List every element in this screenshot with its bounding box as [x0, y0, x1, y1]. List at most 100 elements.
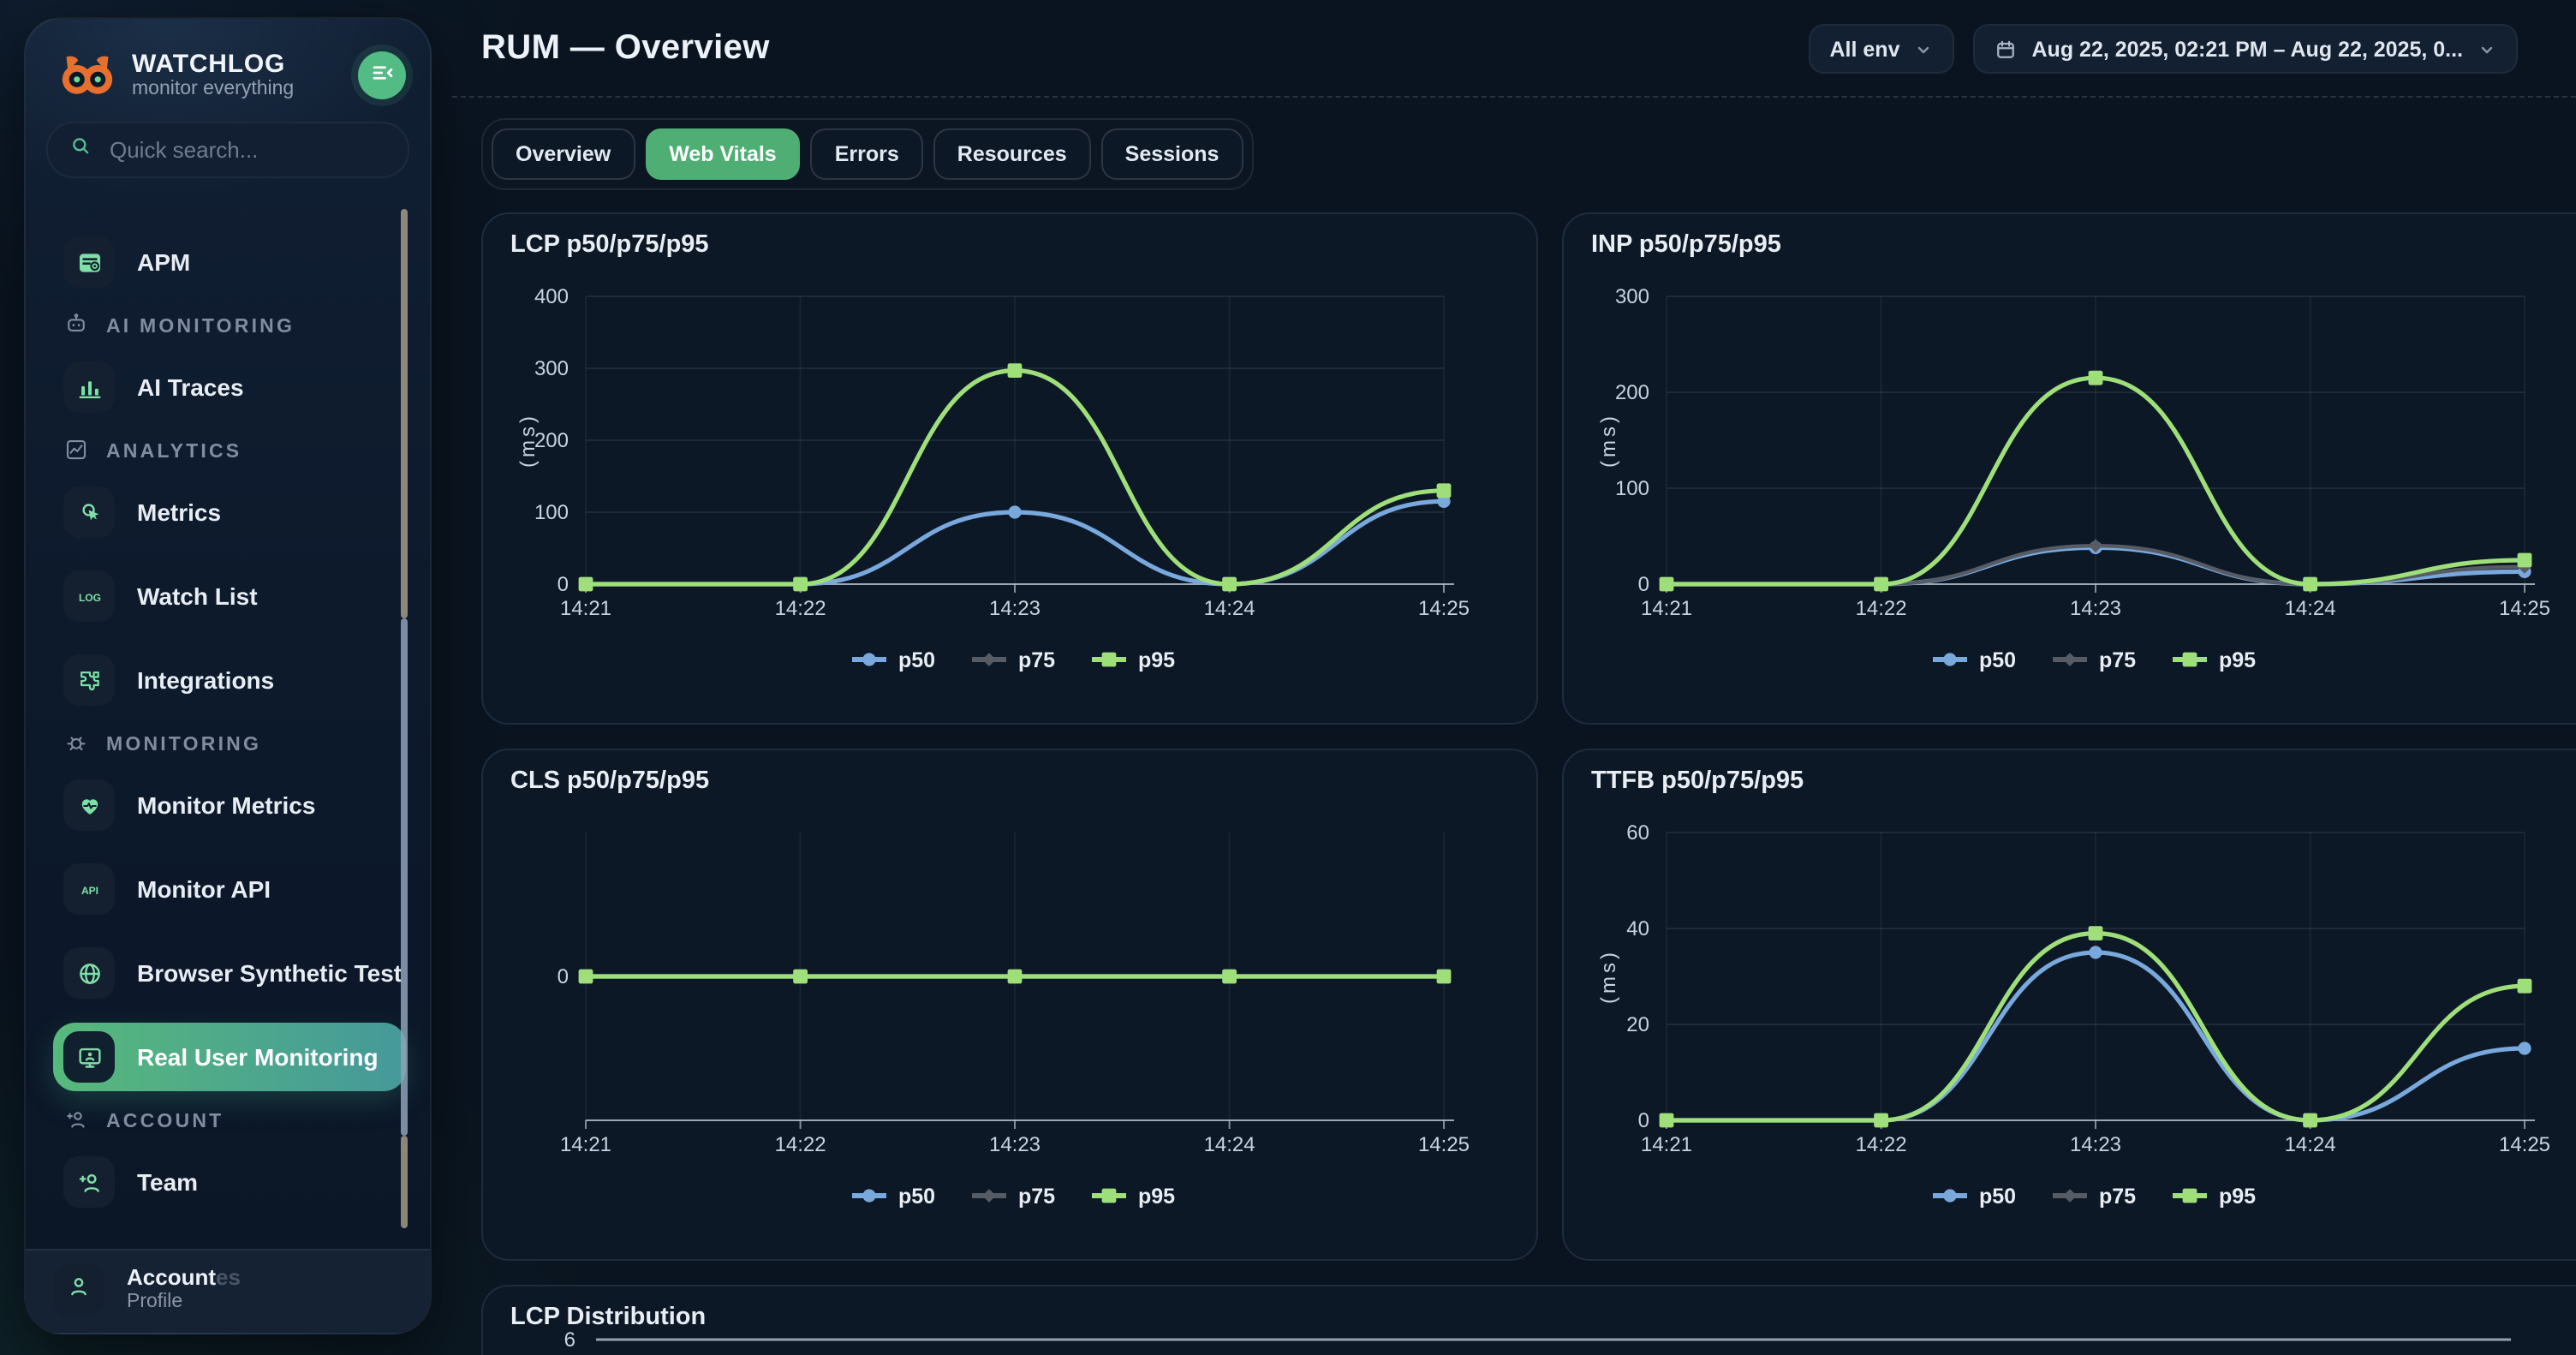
- header-controls: All env Aug 22, 2025, 02:21 PM – Aug 22,…: [1809, 24, 2518, 74]
- svg-text:14:24: 14:24: [2285, 1133, 2336, 1156]
- section-header-account: ACCOUNT: [53, 1107, 406, 1138]
- svg-text:14:23: 14:23: [2070, 597, 2121, 620]
- globe-icon: [63, 947, 115, 1000]
- legend-p95[interactable]: p95: [1092, 1185, 1175, 1209]
- svg-text:p50: p50: [898, 1185, 935, 1209]
- sidebar-scrollbar[interactable]: [401, 209, 408, 618]
- legend-p50[interactable]: p50: [852, 1185, 935, 1209]
- svg-text:100: 100: [1615, 477, 1649, 500]
- svg-text:14:22: 14:22: [1856, 597, 1907, 620]
- cls-p50-p75-p95-plot: 0 14:21 14:22 14:23 14:24 14:25 p50 p75 p95: [510, 819, 1512, 1252]
- svg-text:14:21: 14:21: [1641, 597, 1692, 620]
- sidebar-nav: APM AI MONITORING AI Traces ANALYTICS Metric…: [26, 229, 430, 1217]
- tab-errors[interactable]: Errors: [810, 128, 923, 180]
- person-plus-icon: [63, 1156, 115, 1209]
- monitor-user-icon: [63, 1031, 115, 1083]
- chevron-down-icon: [2477, 39, 2497, 59]
- chart-title: CLS p50/p75/p95: [510, 767, 710, 795]
- tab-resources[interactable]: Resources: [933, 128, 1091, 180]
- lcp-distribution-svg: 6: [564, 1328, 2511, 1352]
- logo-row: WATCHLOG monitor everything: [26, 19, 430, 102]
- legend-p50[interactable]: p50: [1933, 1185, 2016, 1209]
- chart-card-lcp-distribution: LCP Distribution 6: [481, 1285, 2576, 1355]
- sidebar-item-label: Real User Monitoring: [137, 1043, 379, 1071]
- svg-text:14:24: 14:24: [2285, 597, 2336, 620]
- sidebar-scrollbar[interactable]: [401, 1136, 408, 1228]
- account-footer[interactable]: Accountes Profile: [26, 1249, 430, 1333]
- sidebar-item-label: Metrics: [137, 498, 222, 527]
- legend-p75[interactable]: p75: [972, 648, 1055, 672]
- chart-card-inp-p50-p75-p95: INP p50/p75/p95 0 100 200 300 (ms) 14:21 14:22 1…: [1562, 212, 2576, 725]
- svg-text:14:25: 14:25: [1418, 597, 1470, 620]
- chart-card-cls-p50-p75-p95: CLS p50/p75/p95 0 14:21 14:22 14:23 14:24 14:2…: [481, 749, 1538, 1261]
- lcp-p50-p75-p95-svg: 0 100 200 300 400 (ms) 14:21 14:22 14:23 14:24 14:…: [516, 285, 1470, 672]
- svg-text:300: 300: [1615, 285, 1649, 308]
- sidebar-item-monitor-metrics[interactable]: Monitor Metrics: [53, 772, 406, 840]
- svg-text:14:23: 14:23: [2070, 1133, 2121, 1156]
- svg-text:0: 0: [558, 573, 569, 596]
- calendar-icon: [1995, 37, 2018, 61]
- sidebar-item-apm[interactable]: APM: [53, 229, 406, 297]
- sidebar-item-watch-list[interactable]: LOG Watch List: [53, 563, 406, 631]
- cls-p50-p75-p95-svg: 0 14:21 14:22 14:23 14:24 14:25 p50 p75 p95: [558, 833, 1470, 1209]
- svg-text:p50: p50: [1979, 648, 2016, 672]
- sidebar-collapse-button[interactable]: [358, 51, 406, 100]
- legend-p95[interactable]: p95: [2173, 1185, 2256, 1209]
- legend-p50[interactable]: p50: [852, 648, 935, 672]
- sidebar-scrollbar[interactable]: [401, 618, 408, 1136]
- legend-p95[interactable]: p95: [1092, 648, 1175, 672]
- tab-overview[interactable]: Overview: [492, 128, 635, 180]
- svg-text:14:23: 14:23: [989, 1133, 1041, 1156]
- sidebar-item-ai-traces[interactable]: AI Traces: [53, 354, 406, 422]
- svg-text:200: 200: [1615, 381, 1649, 404]
- account-footer-text: Accountes Profile: [127, 1265, 241, 1316]
- svg-text:14:24: 14:24: [1204, 597, 1255, 620]
- svg-text:p75: p75: [2099, 1185, 2136, 1209]
- rum-tabs: Overview Web Vitals Errors Resources Session…: [481, 118, 1254, 190]
- date-range-value: Aug 22, 2025, 02:21 PM – Aug 22, 2025, 0…: [2031, 37, 2464, 61]
- legend-p75[interactable]: p75: [2053, 648, 2136, 672]
- sidebar-item-metrics[interactable]: Metrics: [53, 479, 406, 547]
- section-label: AI MONITORING: [106, 317, 295, 338]
- sidebar-item-integrations[interactable]: Integrations: [53, 647, 406, 715]
- svg-text:p50: p50: [1979, 1185, 2016, 1209]
- env-selector[interactable]: All env: [1809, 24, 1955, 74]
- date-range-picker[interactable]: Aug 22, 2025, 02:21 PM – Aug 22, 2025, 0…: [1973, 24, 2518, 74]
- tab-web-vitals[interactable]: Web Vitals: [645, 128, 801, 180]
- svg-text:100: 100: [534, 501, 569, 524]
- sidebar-item-label: APM: [137, 248, 191, 277]
- sidebar-item-browser-synthetic-test[interactable]: Browser Synthetic Test: [53, 940, 406, 1008]
- monitoring-section-icon: [63, 731, 89, 761]
- account-avatar-tile: [53, 1264, 104, 1316]
- legend-p75[interactable]: p75: [972, 1185, 1055, 1209]
- svg-text:14:22: 14:22: [775, 1133, 826, 1156]
- sidebar-item-label: Monitor Metrics: [137, 791, 316, 820]
- svg-text:14:21: 14:21: [560, 1133, 611, 1156]
- section-header-analytics: ANALYTICS: [53, 438, 406, 469]
- svg-text:14:25: 14:25: [2499, 1133, 2550, 1156]
- svg-text:p95: p95: [1138, 648, 1175, 672]
- ttfb-p50-p75-p95-svg: 0 20 40 60 (ms) 14:21 14:22 14:23 14:24 14:25 p50 p…: [1597, 821, 2550, 1209]
- legend-p75[interactable]: p75: [2053, 1185, 2136, 1209]
- sidebar-item-monitor-api[interactable]: API Monitor API: [53, 856, 406, 924]
- sidebar-item-team[interactable]: Team: [53, 1149, 406, 1217]
- account-section-icon: [63, 1107, 89, 1138]
- bar-chart-icon: [63, 361, 115, 414]
- ttfb-p50-p75-p95-plot: 0 20 40 60 (ms) 14:21 14:22 14:23 14:24 14:25 p50 p…: [1591, 819, 2576, 1252]
- person-icon: [65, 1272, 92, 1308]
- main-header: RUM — Overview All env Aug 22, 2025, 02:…: [452, 0, 2576, 98]
- tab-sessions[interactable]: Sessions: [1100, 128, 1243, 180]
- legend-p95[interactable]: p95: [2173, 648, 2256, 672]
- svg-text:p50: p50: [898, 648, 935, 672]
- svg-text:p75: p75: [1018, 648, 1055, 672]
- search-input[interactable]: [106, 135, 387, 165]
- svg-text:14:21: 14:21: [560, 597, 611, 620]
- legend-p50[interactable]: p50: [1933, 648, 2016, 672]
- sidebar-item-real-user-monitoring[interactable]: Real User Monitoring: [53, 1023, 406, 1092]
- svg-text:20: 20: [1626, 1013, 1649, 1036]
- search-box[interactable]: [46, 122, 409, 179]
- logo-text: WATCHLOG monitor everything: [132, 50, 294, 102]
- section-label: MONITORING: [106, 735, 262, 756]
- chart-title: LCP p50/p75/p95: [510, 231, 709, 259]
